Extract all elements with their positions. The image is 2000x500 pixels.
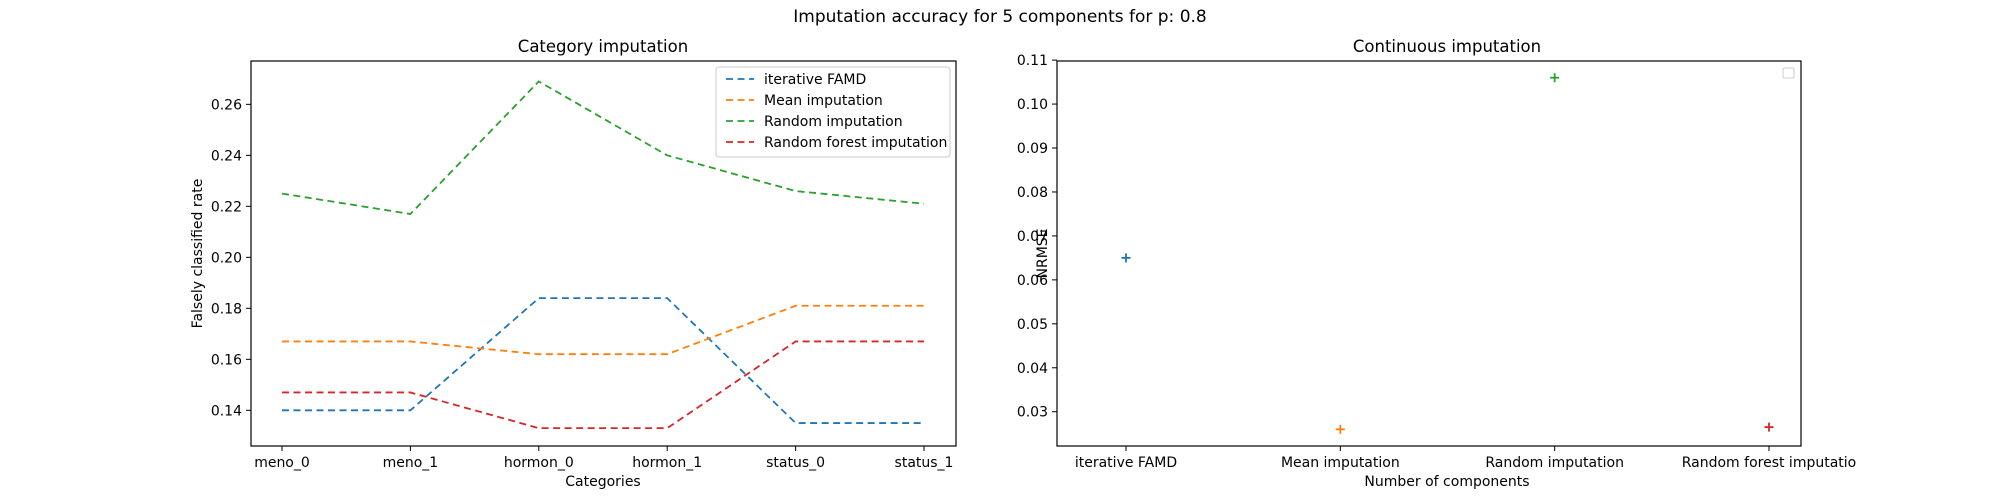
left-x-ticks: meno_0 meno_1 hormon_0 hormon_1 status_0 stat…: [254, 446, 953, 471]
x-tick-label: status_1: [895, 455, 954, 471]
scatter-point-2: [1550, 73, 1560, 83]
y-tick-label: 0.05: [1017, 317, 1048, 333]
continuous-imputation-chart: Continuous imputation iterative FAMD Mean…: [1017, 37, 1856, 490]
legend-label: Random forest imputation: [764, 135, 947, 151]
left-x-axis-label: Categories: [565, 474, 640, 490]
y-tick-label: 0.11: [1017, 53, 1048, 69]
left-chart-title: Category imputation: [518, 37, 688, 56]
y-tick-label: 0.06: [1017, 273, 1048, 289]
line-series-1: [282, 304, 924, 356]
x-tick-label: hormon_0: [504, 455, 574, 471]
x-tick-label: Random forest imputatio: [1682, 455, 1857, 471]
x-tick-label: meno_1: [383, 455, 439, 471]
y-tick-label: 0.10: [1017, 97, 1048, 113]
y-tick-label: 0.22: [211, 199, 242, 215]
y-tick-label: 0.04: [1017, 361, 1048, 377]
scatter-point-0: [1121, 253, 1131, 263]
right-x-ticks: iterative FAMD Mean imputation Random impu…: [1075, 446, 1856, 471]
y-tick-label: 0.26: [211, 97, 242, 113]
x-tick-label: meno_0: [254, 455, 310, 471]
left-legend-items: iterative FAMD Mean imputation Random impu…: [726, 72, 947, 151]
left-axes-frame: [250, 60, 957, 447]
x-tick-label: iterative FAMD: [1075, 455, 1177, 471]
scatter-point-3: [1764, 422, 1774, 432]
figure-suptitle: Imputation accuracy for 5 components for…: [793, 7, 1206, 27]
y-tick-label: 0.09: [1017, 141, 1048, 157]
right-x-axis-label: Number of components: [1364, 474, 1529, 490]
x-tick-label: hormon_1: [632, 455, 702, 471]
x-tick-label: Mean imputation: [1281, 455, 1400, 471]
y-tick-label: 0.16: [211, 352, 242, 368]
category-imputation-chart: Category imputation meno_0 meno_1 hormon_0…: [190, 37, 957, 490]
right-axes-frame: [1056, 60, 1802, 447]
right-y-ticks: 0.03 0.04 0.05 0.06 0.07 0.08 0.09 0.10 0.11: [1017, 53, 1057, 421]
y-tick-label: 0.24: [211, 148, 242, 164]
right-plot-area: [1121, 73, 1774, 434]
line-series-3: [282, 340, 924, 430]
legend-label: Mean imputation: [764, 93, 883, 109]
line-series-2: [281, 80, 925, 215]
y-tick-label: 0.03: [1017, 405, 1048, 421]
y-tick-label: 0.18: [211, 301, 242, 317]
left-legend: iterative FAMD Mean imputation Random impu…: [715, 66, 951, 158]
left-legend-box: [715, 66, 951, 158]
y-tick-label: 0.20: [211, 250, 242, 266]
line-series-0: [282, 297, 924, 424]
scatter-point-1: [1335, 424, 1345, 434]
y-tick-label: 0.14: [211, 403, 242, 419]
right-y-axis-label: NRMSE: [1035, 228, 1051, 278]
x-tick-label: status_0: [766, 455, 825, 471]
right-empty-legend: [1782, 67, 1795, 79]
right-chart-title: Continuous imputation: [1353, 37, 1541, 56]
left-y-axis-label: Falsely classified rate: [190, 179, 206, 329]
x-tick-label: Random imputation: [1485, 455, 1624, 471]
legend-label: Random imputation: [764, 114, 903, 130]
left-y-ticks: 0.14 0.16 0.18 0.20 0.22 0.24 0.26: [211, 97, 251, 419]
legend-label: iterative FAMD: [764, 72, 866, 88]
left-plot-area: [281, 80, 925, 430]
y-tick-label: 0.07: [1017, 229, 1048, 245]
y-tick-label: 0.08: [1017, 185, 1048, 201]
